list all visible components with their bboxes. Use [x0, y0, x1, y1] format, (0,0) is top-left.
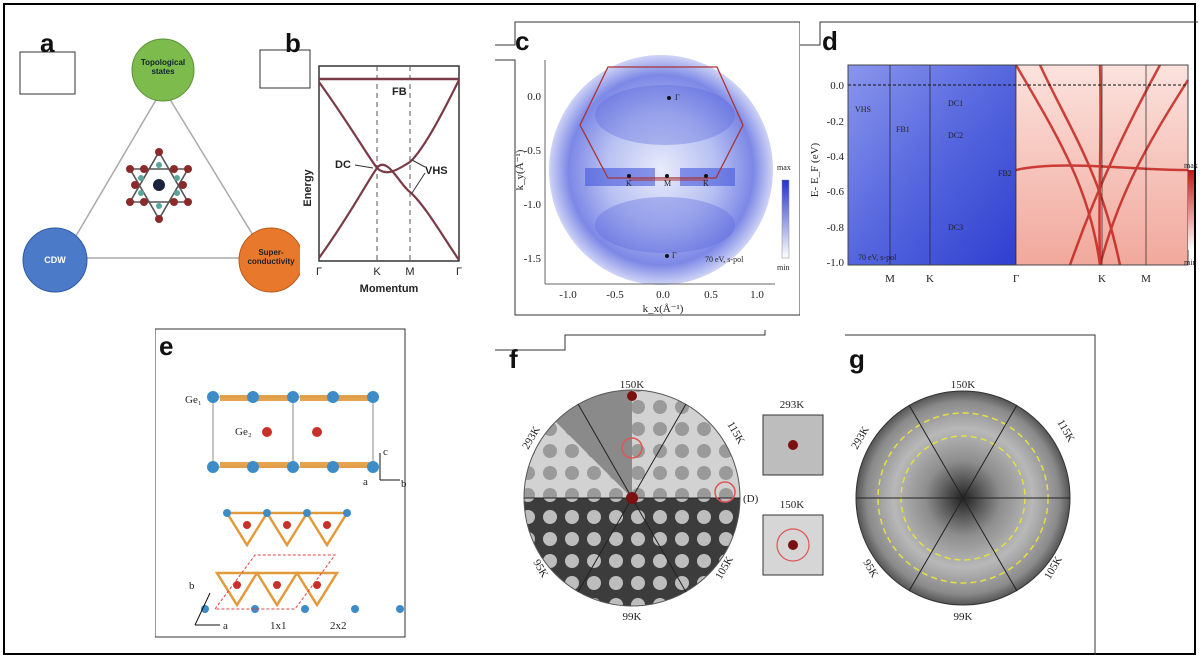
- panel-a-diagram: [19, 38, 304, 293]
- c-xtick-1: -0.5: [606, 289, 624, 301]
- c-point-k2: K: [703, 179, 709, 188]
- f-temp-99: 99K: [623, 611, 642, 623]
- d-xtick-4: M: [1141, 273, 1151, 285]
- e-axis-c: c: [383, 446, 388, 458]
- c-ytick-3: -1.5: [524, 253, 542, 265]
- e-axis-b2: b: [189, 580, 195, 592]
- band-diagram: Γ K M Γ Momentum Energy FB DC VHS: [259, 49, 462, 295]
- figure-frame: [3, 3, 1196, 655]
- d-band-dc3: DC3: [948, 223, 963, 232]
- b-dc: DC: [335, 159, 351, 171]
- f-temp-115: 115K: [724, 420, 746, 447]
- stm-fft-map: 150K 115K 293K 99K 105K 95K (D) 293K 150…: [495, 328, 824, 623]
- node-label-superconductivity: Super-conductivity: [247, 248, 295, 266]
- panel-e-label: e: [159, 331, 174, 361]
- d-band-dc1: DC1: [948, 99, 963, 108]
- d-ytick-3: -0.6: [827, 186, 845, 198]
- e-axis-a: a: [363, 476, 368, 488]
- kagome-star-icon: [128, 150, 190, 221]
- d-band-fb2: FB2: [998, 169, 1012, 178]
- c-xtick-4: 1.0: [750, 289, 764, 301]
- c-xlabel: k_x(Å⁻¹): [643, 303, 684, 315]
- g-temp-150: 150K: [951, 379, 976, 391]
- c-point-gamma: Γ: [675, 93, 680, 102]
- e-cell-1x1: 1x1: [270, 620, 287, 632]
- d-xtick-0: M: [885, 273, 895, 285]
- c-xtick-2: 0.0: [656, 289, 670, 301]
- c-ytick-1: -0.5: [524, 145, 542, 157]
- c-point-gamma2: Γ: [672, 251, 677, 260]
- panel-c: c Γ K M K Γ 70 eV, s-pol: [495, 20, 801, 320]
- f-temp-150: 150K: [620, 379, 645, 391]
- e-cell-2x2: 2x2: [330, 620, 347, 632]
- panel-d: d VHS FB: [800, 20, 1198, 320]
- b-xlabel: Momentum: [360, 283, 419, 295]
- stm-filtered-map: 150K 115K 293K 99K 105K 95K: [845, 334, 1096, 655]
- c-point-k1: K: [626, 179, 632, 188]
- b-vhs: VHS: [425, 165, 448, 177]
- f-inset-293-label: 293K: [780, 399, 805, 411]
- d-band-fb1: FB1: [896, 125, 910, 134]
- b-xtick-0: Γ: [316, 266, 322, 278]
- arpes-band-map: VHS FB1 DC1 DC2 FB2 DC3 70 eV, s-pol 0.0…: [800, 21, 1198, 285]
- d-cbar-min: min: [1184, 258, 1196, 267]
- b-fb: FB: [392, 86, 407, 98]
- panel-f-label: f: [509, 344, 518, 374]
- d-cbar-max: max: [1184, 161, 1198, 170]
- panel-g-label: g: [849, 344, 865, 374]
- d-ytick-5: -1.0: [827, 257, 845, 269]
- panel-e: e Ge₁ Ge₂ c a b: [154, 325, 415, 645]
- panel-a: a Topological states CDW Super-conductiv…: [15, 28, 304, 300]
- arpes-fermi-map: Γ K M K Γ 70 eV, s-pol -1.0 -0.5 0.0 0.5…: [495, 21, 801, 316]
- e-atom-ge2: Ge₂: [235, 426, 252, 438]
- c-xtick-3: 0.5: [704, 289, 718, 301]
- d-ytick-2: -0.4: [827, 151, 845, 163]
- c-point-m: M: [664, 179, 671, 188]
- node-label-topological: Topological states: [140, 58, 186, 76]
- e-axis-b: b: [401, 478, 407, 490]
- panel-c-label: c: [515, 26, 530, 56]
- d-xtick-3: K: [1098, 273, 1106, 285]
- d-band-vhs: VHS: [855, 105, 871, 114]
- panel-d-label: d: [822, 26, 838, 56]
- d-xtick-2: Γ: [1013, 273, 1019, 285]
- panel-a-label: a: [40, 28, 55, 58]
- panel-b: b Γ K M Γ Momentum Energy FB DC VHS: [255, 28, 475, 305]
- d-ylabel: E- E_F (eV): [809, 142, 821, 197]
- e-axis-a2: a: [223, 620, 228, 632]
- b-xtick-3: Γ: [456, 266, 462, 278]
- topological-node: [131, 38, 195, 102]
- c-xtick-0: -1.0: [559, 289, 577, 301]
- panel-g: g 150K 115K 293K 99K 105K 95K: [845, 330, 1100, 655]
- d-band-dc2: DC2: [948, 131, 963, 140]
- d-note: 70 eV, s-pol: [858, 253, 897, 262]
- e-atom-ge1: Ge₁: [185, 394, 202, 406]
- b-xtick-1: K: [373, 266, 381, 278]
- g-temp-99: 99K: [954, 611, 973, 623]
- c-note: 70 eV, s-pol: [705, 255, 744, 264]
- f-inset-150-label: 150K: [780, 499, 805, 511]
- b-xtick-2: M: [405, 266, 414, 278]
- d-ytick-1: -0.2: [827, 116, 844, 128]
- d-ytick-0: 0.0: [830, 80, 844, 92]
- c-ytick-2: -1.0: [524, 199, 542, 211]
- c-cbar-min: min: [777, 263, 789, 272]
- panel-b-label: b: [285, 28, 301, 58]
- node-label-cdw: CDW: [44, 255, 66, 265]
- f-marker-d: (D): [743, 493, 759, 505]
- g-temp-115: 115K: [1054, 418, 1076, 445]
- d-ytick-4: -0.8: [827, 222, 845, 234]
- b-ylabel: Energy: [302, 168, 314, 206]
- cdw-node: [22, 227, 88, 293]
- d-xtick-1: K: [926, 273, 934, 285]
- c-ylabel: k_y(Å⁻¹): [514, 149, 526, 190]
- c-cbar-max: max: [777, 163, 791, 172]
- c-ytick-0: 0.0: [527, 91, 541, 103]
- crystal-structure: Ge₁ Ge₂ c a b b a 1x1 2x2: [154, 328, 407, 638]
- panel-f: f 150K: [495, 328, 845, 655]
